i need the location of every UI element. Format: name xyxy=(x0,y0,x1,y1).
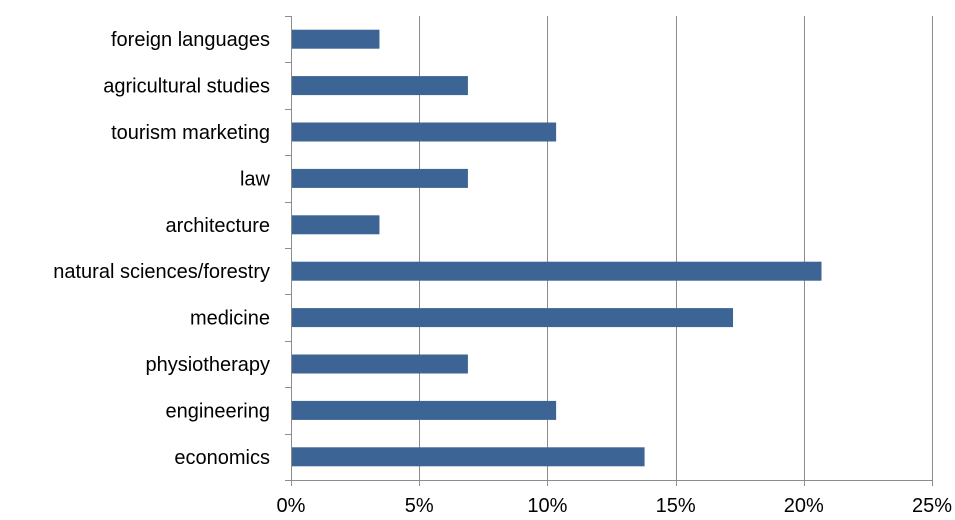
bar xyxy=(291,215,380,235)
bar xyxy=(291,308,734,328)
bar xyxy=(291,261,822,281)
bar xyxy=(291,76,468,96)
bar xyxy=(291,122,557,142)
category-label: tourism marketing xyxy=(111,122,270,144)
x-tick-label: 25% xyxy=(912,495,952,517)
category-label: medicine xyxy=(190,308,270,330)
category-label: foreign languages xyxy=(111,29,270,51)
bar xyxy=(291,447,645,467)
category-label: economics xyxy=(174,447,270,469)
category-label: physiotherapy xyxy=(145,354,270,376)
x-tick-label: 5% xyxy=(405,495,434,517)
category-label: architecture xyxy=(166,215,271,237)
category-label: natural sciences/forestry xyxy=(53,261,270,283)
bar xyxy=(291,354,468,374)
x-tick-label: 20% xyxy=(784,495,824,517)
bar xyxy=(291,29,380,49)
bar xyxy=(291,400,557,420)
x-tick-labels: 0% 5% 10% 15% 20% 25% xyxy=(277,495,953,517)
category-label: engineering xyxy=(165,400,270,422)
x-tick-label: 0% xyxy=(277,495,306,517)
category-label: agricultural studies xyxy=(103,76,270,98)
bar xyxy=(291,168,468,188)
axes xyxy=(285,16,933,486)
category-labels: foreign languages agricultural studies tou… xyxy=(53,29,270,469)
bars xyxy=(291,29,822,467)
category-label: law xyxy=(240,168,271,190)
x-tick-label: 10% xyxy=(527,495,567,517)
x-tick-label: 15% xyxy=(656,495,696,517)
